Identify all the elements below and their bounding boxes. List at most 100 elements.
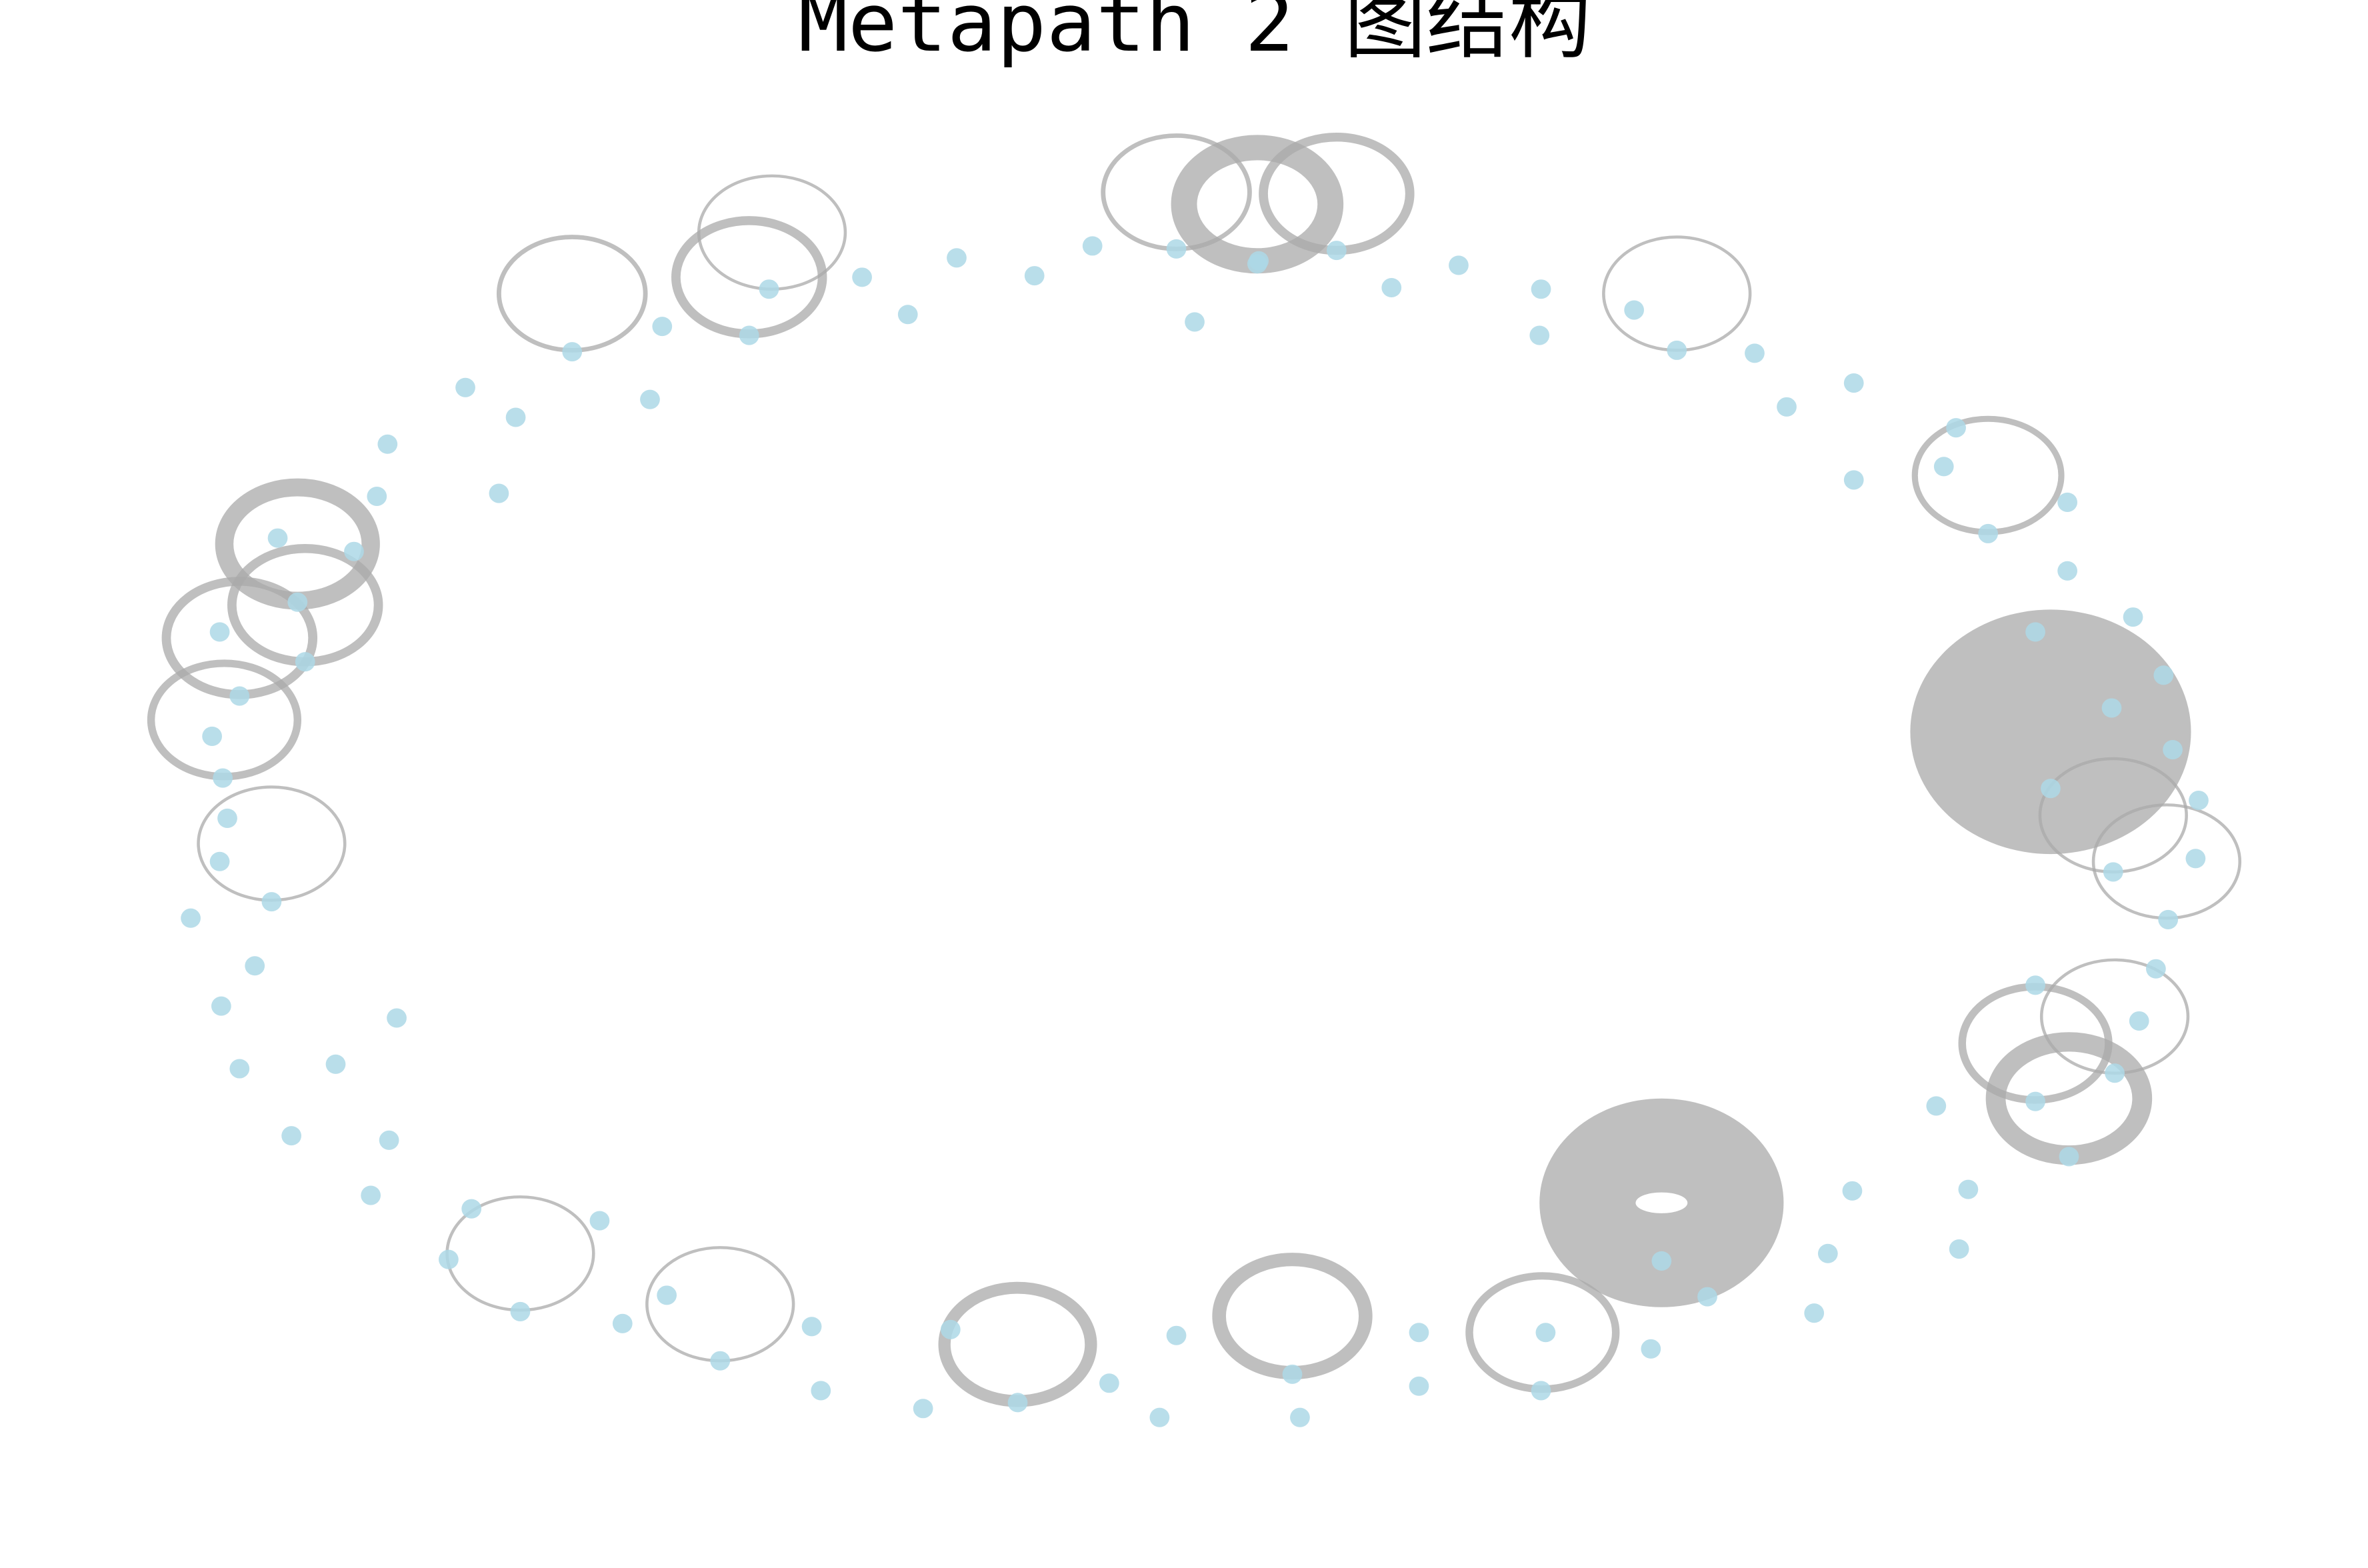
self-loop-edge xyxy=(499,237,645,350)
graph-node xyxy=(1926,1096,1946,1115)
graph-node xyxy=(852,267,872,287)
graph-node xyxy=(739,326,759,345)
graph-node xyxy=(1667,341,1687,360)
graph-node xyxy=(2146,959,2166,979)
graph-node xyxy=(455,378,475,397)
graph-node xyxy=(1531,1381,1551,1400)
graph-node xyxy=(1978,524,1998,543)
graph-node xyxy=(511,1302,531,1321)
graph-node xyxy=(1529,326,1549,345)
graph-node xyxy=(1167,1326,1187,1345)
graph-node xyxy=(1946,418,1966,437)
graph-node xyxy=(2158,910,2178,929)
graph-node xyxy=(377,435,397,454)
graph-node xyxy=(2105,1063,2125,1083)
graph-node xyxy=(181,909,201,928)
graph-node xyxy=(210,852,230,871)
graph-node xyxy=(1409,1377,1429,1396)
graph-node xyxy=(229,1059,249,1078)
graph-node xyxy=(947,248,967,267)
graph-node xyxy=(652,317,672,336)
graph-node xyxy=(590,1211,610,1231)
graph-node xyxy=(287,593,307,612)
graph-node xyxy=(217,809,237,828)
graph-node xyxy=(245,956,265,975)
graph-node xyxy=(759,279,779,299)
graph-node xyxy=(2057,493,2077,512)
graph-node xyxy=(1843,1181,1863,1201)
graph-node xyxy=(2189,791,2209,810)
graph-node xyxy=(811,1381,831,1400)
graph-node xyxy=(2129,1011,2149,1031)
self-loop-edge xyxy=(1915,419,2061,532)
graph-node xyxy=(941,1320,961,1339)
graph-node xyxy=(1651,1251,1671,1271)
graph-node xyxy=(295,652,315,671)
graph-node xyxy=(613,1314,633,1333)
graph-node xyxy=(2025,975,2045,995)
graph-node xyxy=(344,542,364,561)
graph-node xyxy=(1777,397,1797,417)
graph-node xyxy=(2153,665,2173,685)
graph-node xyxy=(2186,849,2206,868)
graph-node xyxy=(1844,373,1864,393)
graph-node xyxy=(1804,1303,1824,1323)
graph-node xyxy=(1844,470,1864,489)
self-loop-edge xyxy=(1910,609,2191,854)
graph-node xyxy=(229,687,249,706)
self-loop-edge xyxy=(676,221,823,334)
graph-node xyxy=(1624,301,1644,320)
graph-node xyxy=(1290,1408,1310,1427)
graph-node xyxy=(1150,1408,1170,1427)
graph-node xyxy=(2103,862,2123,881)
graph-node xyxy=(1099,1373,1119,1393)
graph-node xyxy=(379,1131,399,1150)
graph-node xyxy=(710,1351,730,1371)
graph-node xyxy=(439,1250,459,1269)
graph-node xyxy=(326,1055,346,1074)
graph-node xyxy=(1531,279,1551,299)
graph-node xyxy=(1025,266,1045,285)
graph-node xyxy=(1008,1393,1028,1412)
graph-node xyxy=(898,305,918,324)
graph-node xyxy=(281,1126,301,1145)
graph-node xyxy=(1641,1339,1661,1359)
self-loop-edge xyxy=(1219,1259,1366,1373)
graph-node xyxy=(268,529,288,548)
graph-node xyxy=(213,769,233,788)
graph-node xyxy=(1409,1323,1429,1342)
graph-node xyxy=(1381,278,1401,297)
self-loop-edge xyxy=(199,787,345,900)
graph-node xyxy=(367,487,387,506)
graph-node xyxy=(2059,1147,2079,1166)
diagram-title: Metapath 2 图结构 xyxy=(798,0,1591,70)
graph-node xyxy=(1958,1180,1978,1199)
graph-node xyxy=(210,622,230,641)
graph-node xyxy=(1185,312,1205,331)
graph-node xyxy=(913,1399,933,1418)
graph-node xyxy=(1083,236,1103,255)
graph-node xyxy=(1818,1244,1838,1263)
graph-node xyxy=(640,390,660,409)
graph-node xyxy=(461,1199,481,1219)
graph-node xyxy=(1745,343,1765,363)
graph-node xyxy=(802,1317,822,1336)
graph-node xyxy=(202,727,222,746)
graph-node xyxy=(1934,457,1954,476)
graph-node xyxy=(211,997,231,1016)
graph-node xyxy=(2025,622,2045,641)
self-loop-edge xyxy=(2093,805,2240,918)
graph-node xyxy=(361,1186,381,1205)
graph-node xyxy=(262,892,282,911)
self-loop-edge xyxy=(945,1288,1091,1401)
graph-node xyxy=(1167,239,1187,259)
graph-node xyxy=(1327,241,1347,260)
graph-node xyxy=(489,483,509,503)
graph-node xyxy=(657,1285,677,1305)
graph-node xyxy=(1449,255,1469,275)
graph-node xyxy=(2102,698,2122,717)
graph-node xyxy=(1949,1239,1969,1259)
graph-node xyxy=(2041,779,2061,798)
self-loop-gap xyxy=(1635,1193,1687,1213)
graph-node xyxy=(1247,254,1267,273)
